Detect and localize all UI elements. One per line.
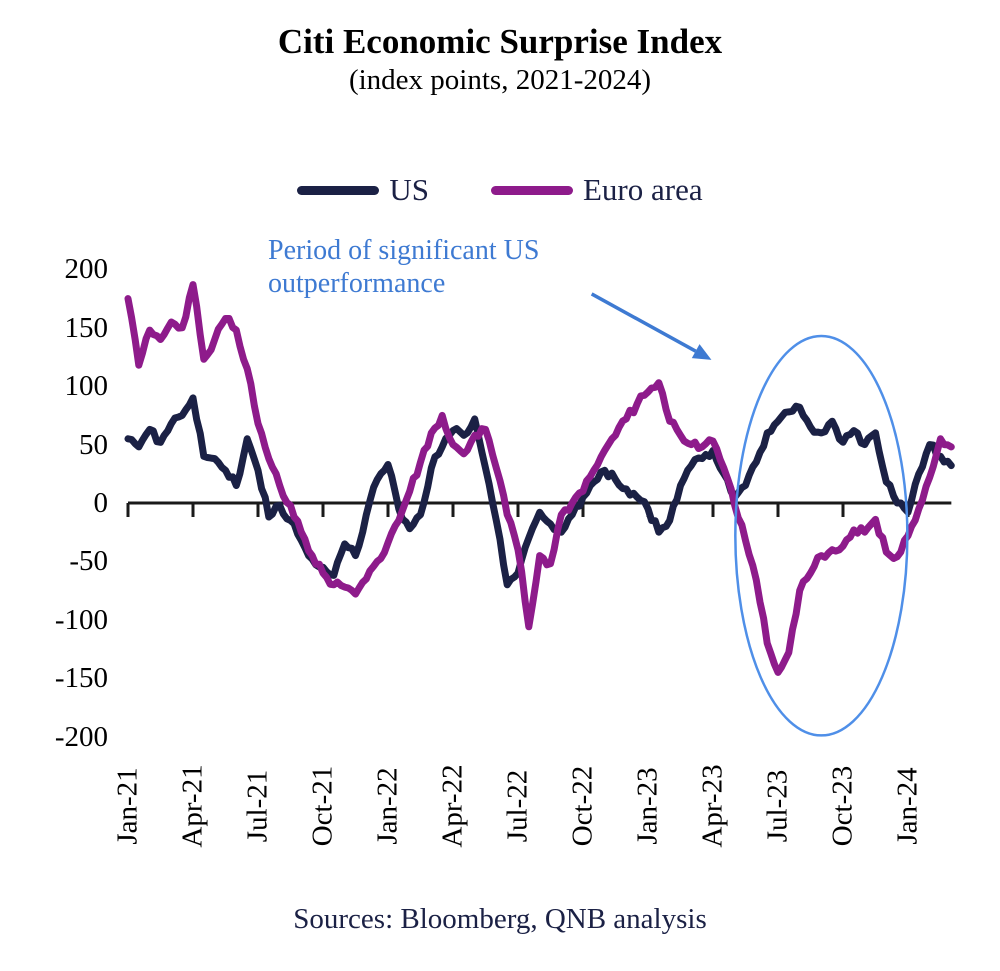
y-axis-tick-label: 100 bbox=[64, 370, 109, 403]
chart-legend: US Euro area bbox=[0, 172, 1000, 208]
annotation-line-1: Period of significant US bbox=[268, 235, 540, 266]
y-axis-tick-label: -50 bbox=[69, 545, 108, 578]
x-axis-tick-label: Apr-21 bbox=[176, 764, 209, 848]
annotation-arrowhead bbox=[691, 344, 712, 360]
x-axis-tick-label: Jul-22 bbox=[501, 769, 534, 843]
legend-item-euro: Euro area bbox=[491, 172, 703, 208]
euro-area-series-line bbox=[124, 281, 955, 676]
y-axis-tick-label: 200 bbox=[64, 253, 109, 286]
chart-subtitle: (index points, 2021-2024) bbox=[348, 64, 652, 96]
x-axis-tick-label: Jan-24 bbox=[891, 767, 924, 845]
legend-swatch-us bbox=[297, 185, 380, 195]
x-axis-tick-label: Oct-23 bbox=[826, 765, 859, 847]
annotation-line-2: outperformance bbox=[268, 268, 446, 299]
x-axis-tick-label: Jan-22 bbox=[371, 767, 404, 845]
y-axis-tick-label: 150 bbox=[64, 311, 109, 344]
x-axis-tick-label: Oct-22 bbox=[566, 765, 599, 847]
legend-item-us: US bbox=[297, 172, 429, 208]
x-axis-tick-label: Jul-21 bbox=[241, 769, 274, 843]
annotation-callout: Period of significant US outperformance bbox=[268, 234, 668, 300]
y-axis-tick-label: 50 bbox=[79, 428, 108, 461]
x-axis-tick-label: Jan-21 bbox=[111, 767, 144, 845]
legend-label-us: US bbox=[389, 172, 429, 207]
y-axis-tick-label: 0 bbox=[93, 487, 109, 519]
x-axis-tick-label: Apr-22 bbox=[436, 764, 469, 848]
legend-label-euro: Euro area bbox=[583, 172, 703, 207]
x-axis-tick-label: Jul-23 bbox=[761, 769, 794, 843]
x-axis-tick-label: Oct-21 bbox=[306, 765, 339, 847]
y-axis-tick-label: -200 bbox=[54, 720, 108, 753]
legend-swatch-euro bbox=[491, 185, 573, 195]
us-series-line bbox=[124, 394, 955, 589]
y-axis-tick-label: -100 bbox=[54, 603, 108, 636]
chart-title: Citi Economic Surprise Index bbox=[277, 22, 723, 61]
highlight-ellipse bbox=[734, 334, 909, 737]
source-note: Sources: Bloomberg, QNB analysis bbox=[293, 903, 707, 935]
x-axis-tick-label: Apr-23 bbox=[696, 764, 729, 848]
y-axis-tick-label: -150 bbox=[54, 662, 108, 695]
x-axis-tick-label: Jan-23 bbox=[631, 767, 664, 845]
annotation-arrow bbox=[590, 292, 697, 353]
